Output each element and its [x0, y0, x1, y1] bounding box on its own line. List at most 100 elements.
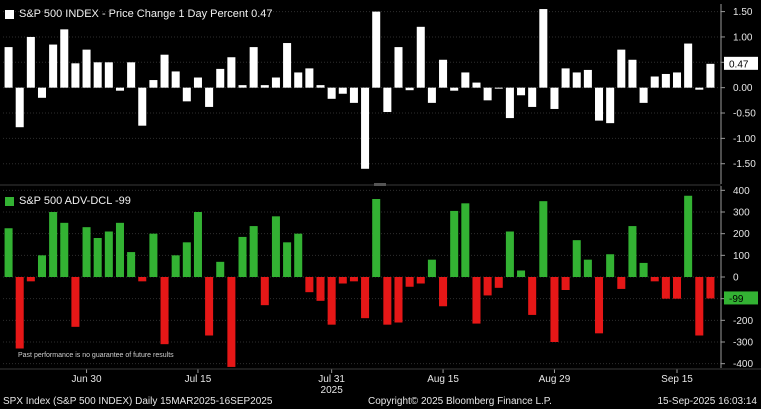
price-bar [639, 87, 648, 103]
price-bar [104, 62, 113, 88]
x-tick-label: Sep 15 [661, 374, 693, 385]
advdcl-bar [327, 277, 336, 325]
price-bar [149, 80, 158, 88]
advdcl-last-value-badge: -99 [724, 291, 758, 305]
advdcl-bar [361, 277, 370, 319]
price-bar [427, 87, 436, 103]
price-bar [327, 87, 336, 99]
price-bar [528, 87, 537, 107]
advdcl-bar [628, 226, 637, 277]
advdcl-bar [260, 277, 269, 306]
price-bar [684, 43, 693, 88]
advdcl-bar [427, 259, 436, 277]
top-legend-label: S&P 500 INDEX - Price Change 1 Day Perce… [19, 8, 273, 20]
price-bar [539, 9, 548, 88]
advdcl-tick-label: 100 [733, 251, 750, 262]
advdcl-last-value-label: -99 [729, 294, 744, 305]
advdcl-bar [171, 255, 180, 277]
advdcl-tick-label: 200 [733, 229, 750, 240]
price-bar [439, 59, 448, 88]
advdcl-bar [227, 277, 236, 367]
advdcl-bar [606, 254, 615, 277]
advdcl-bar [383, 277, 392, 325]
advdcl-bar [138, 277, 147, 282]
advdcl-bar [483, 277, 492, 296]
price-bar [49, 44, 58, 88]
price-bar [472, 82, 481, 88]
bottom-legend: S&P 500 ADV-DCL -99 [5, 195, 131, 207]
advdcl-tick-label: -300 [733, 338, 753, 349]
price-bar [617, 49, 626, 88]
advdcl-bar [472, 277, 481, 324]
price-bar [238, 85, 247, 88]
advdcl-bar [271, 216, 280, 277]
advdcl-tick-label: 400 [733, 186, 750, 197]
advdcl-bar [349, 277, 358, 282]
advdcl-bar [149, 233, 158, 277]
price-bar [505, 87, 514, 119]
price-bar [517, 87, 526, 96]
price-bar [316, 85, 325, 88]
panel-resize-handle[interactable] [374, 183, 386, 186]
price-bar [15, 87, 24, 128]
price-bar [583, 69, 592, 88]
advdcl-bar [26, 277, 35, 282]
top-legend-swatch [5, 9, 14, 19]
advdcl-bar [494, 277, 503, 288]
price-bar [695, 87, 704, 90]
price-bar [606, 87, 615, 124]
top-legend: S&P 500 INDEX - Price Change 1 Day Perce… [5, 8, 273, 20]
advdcl-bar [216, 261, 225, 277]
price-bar [572, 72, 581, 88]
price-bar [216, 68, 225, 88]
price-bar [160, 54, 169, 88]
advdcl-bar [639, 262, 648, 277]
advdcl-bar [450, 210, 459, 277]
price-bar [205, 87, 214, 107]
price-bar [260, 85, 269, 88]
price-bar [193, 77, 202, 88]
price-bar [171, 71, 180, 88]
advdcl-last-value-bg [724, 291, 758, 305]
price-bar [271, 77, 280, 88]
x-tick-label: Jul 15 [185, 374, 212, 385]
advdcl-bar [561, 277, 570, 290]
price-tick-label: 1.00 [733, 32, 753, 43]
advdcl-bar [127, 252, 136, 277]
price-bar [706, 63, 715, 88]
bottom-legend-swatch [5, 196, 14, 206]
x-tick-label: Aug 29 [539, 374, 571, 385]
price-bar [349, 87, 358, 103]
advdcl-bar [372, 199, 381, 277]
price-bar [249, 47, 258, 88]
price-bar [82, 49, 91, 88]
advdcl-bar [71, 277, 80, 327]
price-tick-label: 1.50 [733, 7, 753, 18]
price-bar [595, 87, 604, 121]
price-tick-label: 0.00 [733, 83, 753, 94]
price-bar [294, 72, 303, 88]
advdcl-bar [572, 240, 581, 277]
advdcl-bar [416, 277, 425, 284]
advdcl-tick-label: -400 [733, 359, 753, 370]
advdcl-bar [338, 277, 347, 284]
price-bar [628, 59, 637, 88]
advdcl-tick-label: 0 [733, 273, 739, 284]
advdcl-bar [517, 270, 526, 277]
advdcl-bar [405, 277, 414, 287]
price-bar [550, 87, 559, 109]
advdcl-bar [528, 277, 537, 315]
disclaimer-text: Past performance is no guarantee of futu… [18, 352, 174, 359]
price-bar [394, 47, 403, 88]
advdcl-bar [205, 277, 214, 336]
price-last-value-label: 0.47 [729, 59, 749, 70]
price-tick-label: -0.50 [733, 109, 756, 120]
advdcl-bar [650, 277, 659, 282]
price-bar [673, 72, 682, 88]
price-change-panel: 1.501.000.500.00-0.50-1.00-1.500.47 [3, 4, 758, 184]
advdcl-bar [706, 277, 715, 299]
price-bar [138, 87, 147, 126]
